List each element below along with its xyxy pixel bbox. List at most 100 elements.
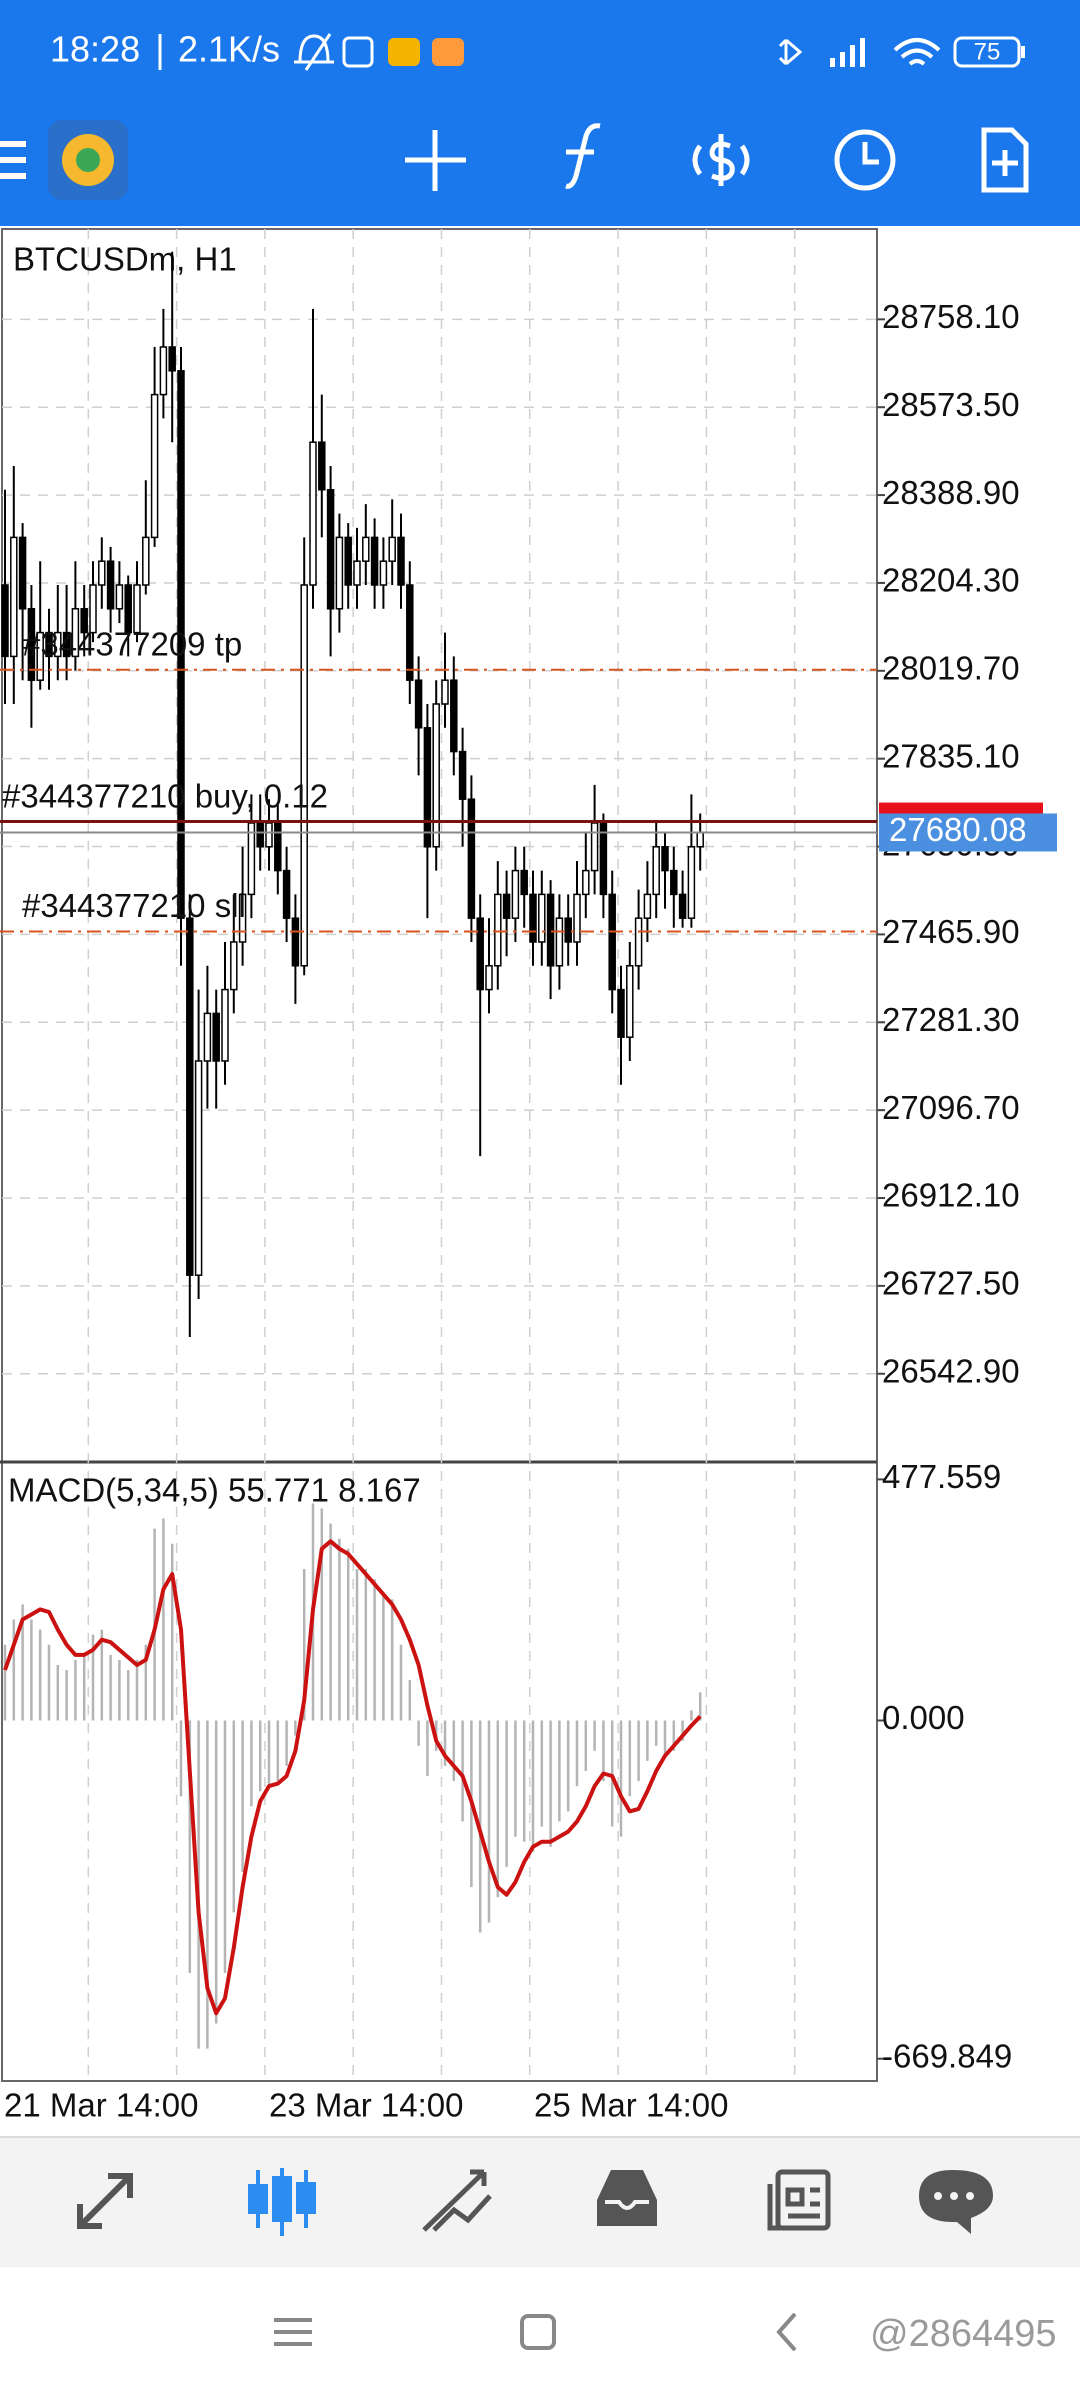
candle-body xyxy=(414,679,423,729)
candle-body xyxy=(423,727,432,848)
chart-frame xyxy=(1,228,878,2082)
candle-body xyxy=(555,917,564,967)
candle-body xyxy=(652,846,660,896)
y-tick-label: 26912.10 xyxy=(882,1177,1020,1214)
candle-body xyxy=(564,917,572,943)
candle-body xyxy=(159,346,168,396)
vertical-grid xyxy=(87,229,796,2081)
candle-body xyxy=(89,584,97,634)
candle-body xyxy=(626,965,634,1038)
candle-body xyxy=(186,917,194,1276)
status-network-speed: 2.1K/s xyxy=(178,29,280,70)
candle-body xyxy=(45,631,53,658)
candle-body xyxy=(520,869,528,896)
history-button[interactable] xyxy=(834,129,896,191)
candle-body xyxy=(318,441,326,491)
candle-body xyxy=(80,608,88,634)
candle-body xyxy=(538,893,546,943)
news-tab[interactable] xyxy=(767,2169,831,2231)
x-tick-label: 21 Mar 14:00 xyxy=(4,2087,198,2124)
battery-level: 75 xyxy=(974,38,1001,65)
last-price-label: 27680.08 xyxy=(889,811,1027,848)
y-tick-label: 477.559 xyxy=(882,1458,1001,1495)
candle-body xyxy=(98,560,106,586)
battery-icon xyxy=(953,36,1021,68)
candle-body xyxy=(617,988,625,1038)
x-tick-label: 25 Mar 14:00 xyxy=(534,2087,728,2124)
candle-body xyxy=(150,393,159,539)
y-tick-label: 26542.90 xyxy=(882,1352,1020,1389)
candle-body xyxy=(203,1012,212,1062)
status-time: 18:28 xyxy=(50,29,140,70)
candle-body xyxy=(194,1060,203,1276)
candle-body xyxy=(344,536,352,586)
order-level-label: #344377209 tp xyxy=(22,625,242,662)
order-level-label: #344377210 sll xyxy=(22,887,246,924)
candle-body xyxy=(335,536,344,610)
candle-body xyxy=(485,965,493,991)
y-tick-label: 26727.50 xyxy=(882,1265,1020,1302)
watermark: @2864495 xyxy=(870,2313,1057,2355)
candle-body xyxy=(230,941,238,991)
order-level-label: #344377210 buy, 0.12 xyxy=(2,777,328,814)
candle-body xyxy=(212,1012,220,1062)
candle-body xyxy=(54,631,62,658)
new-order-button[interactable] xyxy=(981,127,1029,193)
candle-body xyxy=(388,536,396,562)
candle-body xyxy=(71,608,80,658)
candle-body xyxy=(661,846,669,872)
menu-button[interactable] xyxy=(0,141,26,179)
y-tick-label: 0.000 xyxy=(882,1699,965,1736)
candle-body xyxy=(62,631,71,658)
y-tick-label: -669.849 xyxy=(882,2037,1012,2074)
candle-body xyxy=(36,631,44,681)
candle-body xyxy=(573,893,581,943)
candle-body xyxy=(494,893,502,967)
last-price-box xyxy=(879,813,1057,852)
bottom-nav xyxy=(0,2137,1080,2267)
candle-body xyxy=(397,536,405,586)
candle-body xyxy=(511,869,520,919)
crosshair-button[interactable] xyxy=(405,130,466,191)
candle-body xyxy=(291,917,300,967)
quotes-tab[interactable] xyxy=(77,2173,133,2229)
header-background xyxy=(0,0,1080,226)
candle-body xyxy=(362,536,370,562)
trade-button[interactable] xyxy=(692,134,750,186)
candle-body xyxy=(529,893,537,943)
candle-body xyxy=(502,893,511,919)
candle-body xyxy=(106,560,115,610)
candle-body xyxy=(590,822,599,872)
candle-body xyxy=(326,489,335,610)
candle-body xyxy=(441,679,449,705)
candle-body xyxy=(142,536,150,586)
candle-body xyxy=(168,346,176,372)
candle-body xyxy=(18,536,27,610)
y-tick-label: 27835.10 xyxy=(882,737,1020,774)
indicators-button[interactable] xyxy=(565,123,601,189)
candle-body xyxy=(406,584,414,681)
y-tick-label: 28204.30 xyxy=(882,562,1020,599)
candle-body xyxy=(115,584,124,610)
candle-body xyxy=(634,917,643,967)
candle-body xyxy=(274,822,282,872)
candle-body xyxy=(582,869,590,896)
candle-body xyxy=(546,893,555,967)
candle-body xyxy=(608,893,616,991)
candle-body xyxy=(370,536,379,586)
candle-body xyxy=(238,893,247,943)
chart-tab[interactable] xyxy=(248,2168,316,2236)
candle-body xyxy=(670,869,678,896)
y-tick-label: 27465.90 xyxy=(882,913,1020,950)
system-nav[interactable] xyxy=(274,2312,797,2352)
history-tab[interactable] xyxy=(597,2170,657,2226)
candle-body xyxy=(379,560,388,586)
candle-body xyxy=(643,893,652,919)
chart-title: BTCUSDm, H1 xyxy=(13,241,237,278)
candle-body xyxy=(265,822,273,848)
candle-body xyxy=(353,560,361,586)
candle-body xyxy=(1,584,9,658)
chat-tab[interactable] xyxy=(919,2170,993,2234)
trade-tab[interactable] xyxy=(422,2169,492,2232)
